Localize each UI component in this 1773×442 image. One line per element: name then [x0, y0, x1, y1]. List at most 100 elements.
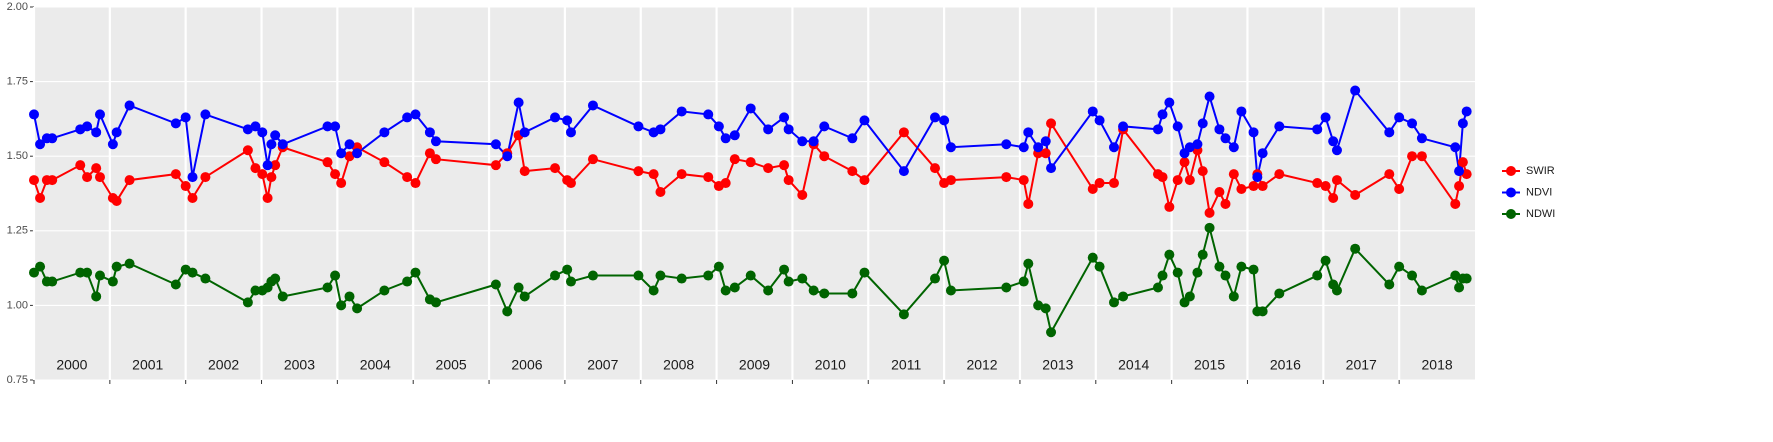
data-point	[1248, 127, 1259, 138]
data-point	[1152, 282, 1163, 293]
year-label: 2005	[436, 357, 467, 373]
data-point	[490, 160, 501, 171]
data-point	[703, 172, 714, 183]
data-point	[1214, 187, 1225, 198]
data-point	[633, 121, 644, 132]
legend-key	[1506, 187, 1516, 198]
data-point	[1046, 163, 1057, 174]
data-point	[1461, 273, 1472, 284]
data-point	[550, 112, 561, 123]
data-point	[565, 127, 576, 138]
data-point	[797, 136, 808, 147]
data-point	[1394, 261, 1405, 272]
data-point	[344, 291, 355, 302]
data-point	[676, 273, 687, 284]
data-point	[1228, 142, 1239, 153]
legend-key	[1506, 209, 1516, 219]
data-point	[939, 115, 950, 126]
data-point	[1331, 175, 1342, 186]
data-point	[930, 273, 941, 284]
data-point	[322, 157, 333, 168]
data-point	[379, 127, 390, 138]
data-point	[1450, 142, 1461, 153]
data-point	[336, 148, 347, 159]
legend-label: NDVI	[1526, 186, 1552, 198]
data-point	[720, 285, 731, 296]
year-label: 2001	[132, 357, 163, 373]
data-point	[633, 166, 644, 177]
data-point	[47, 175, 58, 186]
y-tick-label: 1.75	[7, 76, 28, 88]
data-point	[200, 172, 211, 183]
data-point	[1018, 175, 1029, 186]
data-point	[430, 136, 441, 147]
data-point	[797, 273, 808, 284]
data-point	[75, 160, 86, 171]
data-point	[257, 169, 268, 180]
data-point	[250, 121, 261, 132]
data-point	[200, 109, 211, 120]
year-label: 2018	[1422, 357, 1453, 373]
data-point	[124, 100, 135, 111]
data-point	[1033, 300, 1044, 311]
data-point	[352, 148, 363, 159]
data-point	[513, 282, 524, 293]
data-point	[1094, 178, 1105, 189]
data-point	[779, 112, 790, 123]
data-point	[29, 175, 39, 186]
data-point	[402, 172, 413, 183]
y-tick-label: 1.25	[7, 225, 28, 237]
data-point	[779, 160, 790, 171]
data-point	[1450, 198, 1461, 209]
data-point	[1157, 270, 1168, 281]
data-point	[1257, 306, 1268, 317]
data-point	[565, 276, 576, 287]
year-label: 2009	[739, 357, 770, 373]
year-label: 2004	[360, 357, 391, 373]
data-point	[430, 154, 441, 165]
data-point	[1094, 115, 1105, 126]
year-label: 2012	[966, 357, 997, 373]
data-point	[330, 270, 341, 281]
data-point	[562, 264, 573, 275]
data-point	[402, 276, 413, 287]
year-label: 2003	[284, 357, 315, 373]
data-point	[1172, 121, 1183, 132]
year-label: 2007	[587, 357, 618, 373]
data-point	[336, 300, 347, 311]
data-point	[720, 133, 731, 144]
y-tick-label: 1.00	[7, 299, 28, 311]
data-point	[1164, 249, 1175, 260]
data-point	[1461, 169, 1472, 180]
data-point	[945, 175, 956, 186]
data-point	[490, 279, 501, 290]
data-point	[648, 285, 659, 296]
data-point	[1252, 172, 1263, 183]
data-point	[322, 282, 333, 293]
data-point	[819, 151, 830, 162]
data-point	[1312, 178, 1323, 189]
data-point	[1040, 136, 1051, 147]
data-point	[745, 157, 756, 168]
data-point	[1179, 157, 1190, 168]
data-point	[519, 166, 530, 177]
data-point	[1157, 109, 1168, 120]
data-point	[111, 195, 122, 206]
data-point	[783, 124, 794, 135]
data-point	[729, 282, 740, 293]
data-point	[1236, 184, 1247, 195]
data-point	[1331, 145, 1342, 156]
data-point	[939, 255, 950, 266]
data-point	[47, 276, 58, 287]
data-point	[344, 151, 355, 162]
data-point	[502, 151, 513, 162]
data-point	[111, 261, 122, 272]
data-point	[1274, 288, 1285, 299]
data-point	[1204, 207, 1215, 218]
data-point	[587, 100, 598, 111]
data-point	[170, 118, 181, 129]
data-point	[808, 285, 819, 296]
data-point	[410, 109, 421, 120]
data-point	[797, 189, 808, 200]
